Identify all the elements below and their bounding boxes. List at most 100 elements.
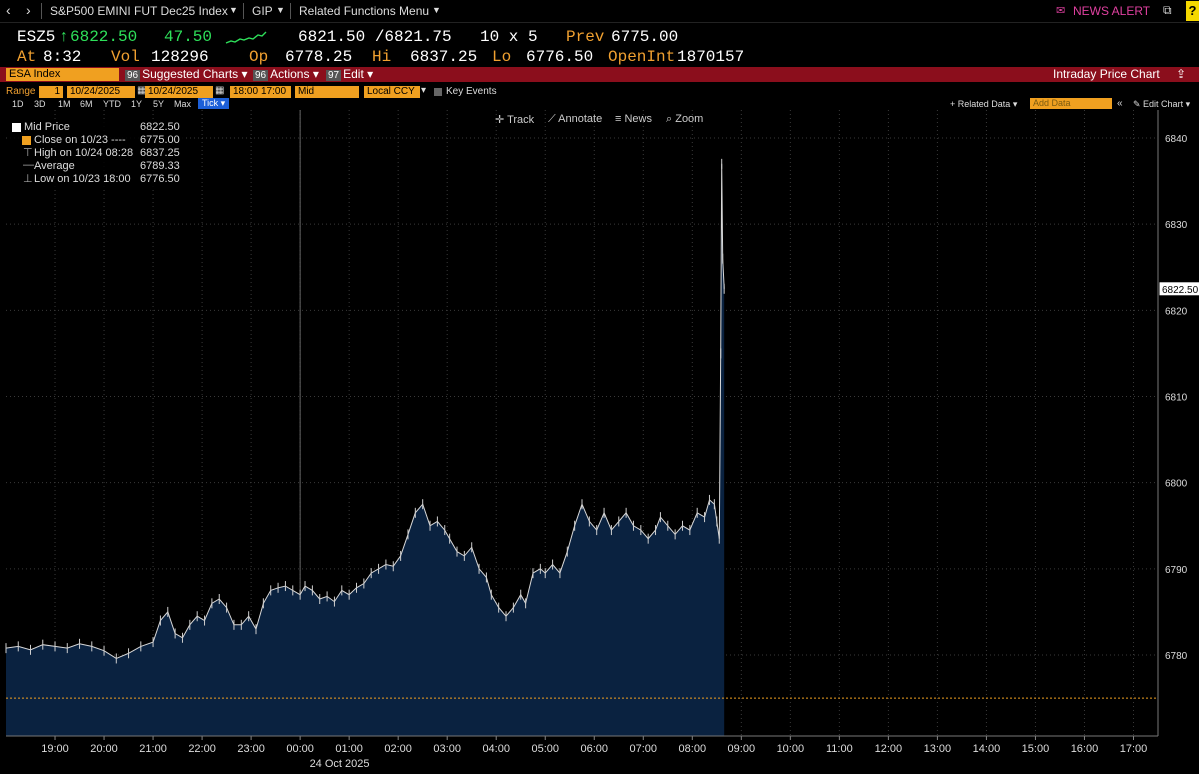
period-6m[interactable]: 6M bbox=[80, 99, 93, 109]
help-icon[interactable]: ? bbox=[1186, 1, 1199, 21]
at-time: 8:32 bbox=[43, 48, 82, 66]
range-count-input[interactable]: 1 bbox=[39, 86, 63, 98]
chevron-down-icon[interactable]: ▼ bbox=[276, 5, 285, 15]
end-time-input[interactable]: 17:00 bbox=[258, 86, 291, 98]
range-label: Range bbox=[6, 86, 36, 97]
last-price-label: 6822.50 bbox=[1162, 285, 1199, 296]
envelope-icon[interactable]: ✉ bbox=[1056, 5, 1066, 17]
y-tick-label: 6840 bbox=[1165, 134, 1188, 145]
x-date-label: 24 Oct 2025 bbox=[310, 758, 370, 770]
x-tick-label: 13:00 bbox=[924, 743, 952, 755]
x-tick-label: 22:00 bbox=[188, 743, 216, 755]
actions-menu[interactable]: 96 Actions ▾ bbox=[253, 67, 319, 81]
x-tick-label: 00:00 bbox=[286, 743, 314, 755]
x-tick-label: 10:00 bbox=[777, 743, 805, 755]
x-tick-label: 02:00 bbox=[384, 743, 412, 755]
security-input[interactable]: ESA Index bbox=[6, 68, 119, 81]
x-tick-label: 08:00 bbox=[679, 743, 707, 755]
related-functions-menu[interactable]: Related Functions Menu bbox=[299, 4, 430, 18]
period-1y[interactable]: 1Y bbox=[131, 99, 143, 109]
zoom-button[interactable]: ⌕ Zoom bbox=[666, 113, 704, 125]
prev-value: 6775.00 bbox=[611, 28, 679, 46]
price-series bbox=[5, 158, 1158, 737]
calendar-icon[interactable]: ▦ bbox=[137, 85, 147, 96]
function-bar: ESA Index 96 Suggested Charts ▾ 96 Actions… bbox=[0, 67, 1199, 82]
suggested-charts-menu[interactable]: 96 Suggested Charts ▾ bbox=[125, 67, 248, 81]
legend-item-close[interactable]: Close on 10/23 ---- bbox=[22, 134, 126, 146]
news-alert-button[interactable]: NEWS ALERT bbox=[1073, 4, 1151, 18]
security-title[interactable]: S&P500 EMINI FUT Dec25 Index bbox=[50, 4, 228, 18]
up-arrow-icon: ↑ bbox=[59, 28, 69, 46]
last-price-tag bbox=[1158, 281, 1199, 297]
end-date-input[interactable]: 10/24/2025 bbox=[145, 86, 213, 98]
x-tick-label: 05:00 bbox=[531, 743, 559, 755]
x-tick-label: 09:00 bbox=[728, 743, 756, 755]
start-date-input[interactable]: 10/24/2025 bbox=[67, 86, 135, 98]
window-options-icon[interactable]: ⧉ bbox=[1163, 3, 1172, 17]
x-tick-label: 19:00 bbox=[41, 743, 69, 755]
track-button[interactable]: ✛ Track bbox=[495, 114, 535, 126]
back-arrow-icon[interactable]: ‹ bbox=[6, 2, 11, 18]
prev-label: Prev bbox=[566, 28, 605, 46]
legend-value: 6776.50 bbox=[140, 173, 180, 185]
legend-value: 6837.25 bbox=[140, 147, 180, 159]
legend-item-average[interactable]: — Average bbox=[23, 159, 75, 172]
tick-select[interactable]: Tick ▾ bbox=[198, 98, 230, 109]
annotate-button[interactable]: ⟋ Annotate bbox=[548, 113, 603, 125]
period-5y[interactable]: 5Y bbox=[153, 99, 165, 109]
x-tick-label: 04:00 bbox=[482, 743, 510, 755]
legend-item-low[interactable]: ⊥ Low on 10/23 18:00 bbox=[23, 173, 131, 185]
legend-value: 6775.00 bbox=[140, 134, 180, 146]
share-icon[interactable]: ⇪ bbox=[1176, 67, 1187, 81]
x-tick-label: 23:00 bbox=[237, 743, 265, 755]
sparkline-icon bbox=[225, 31, 267, 44]
x-tick-label: 06:00 bbox=[580, 743, 608, 755]
forward-arrow-icon[interactable]: › bbox=[26, 2, 31, 18]
x-tick-label: 17:00 bbox=[1120, 743, 1148, 755]
period-1d[interactable]: 1D bbox=[12, 99, 24, 109]
openint-label: OpenInt bbox=[608, 48, 676, 66]
x-tick-label: 11:00 bbox=[826, 743, 853, 755]
period-1m[interactable]: 1M bbox=[58, 99, 71, 109]
x-tick-label: 03:00 bbox=[433, 743, 461, 755]
price-line bbox=[5, 163, 725, 659]
x-tick-label: 20:00 bbox=[90, 743, 118, 755]
vol-value: 128296 bbox=[151, 48, 209, 66]
edit-menu[interactable]: 97 Edit ▾ bbox=[326, 67, 374, 81]
period-max[interactable]: Max bbox=[174, 99, 192, 109]
related-data-menu[interactable]: + Related Data ▾ bbox=[950, 99, 1018, 109]
key-events-checkbox[interactable] bbox=[434, 88, 442, 96]
currency-select[interactable]: Local CCY bbox=[364, 86, 420, 98]
legend-item-mid[interactable]: Mid Price bbox=[12, 121, 70, 133]
ticker: ESZ5 bbox=[17, 28, 56, 46]
add-data-input[interactable]: Add Data bbox=[1030, 98, 1112, 109]
edit-chart-button[interactable]: ✎ Edit Chart ▾ bbox=[1133, 99, 1191, 109]
chart-legend: Mid Price 6822.50 Close on 10/23 ---- 67… bbox=[10, 119, 183, 189]
news-button[interactable]: ≡ News bbox=[615, 113, 652, 125]
gip-function[interactable]: GIP bbox=[252, 4, 273, 18]
period-3d[interactable]: 3D bbox=[34, 99, 46, 109]
chevron-down-icon[interactable]: ▼ bbox=[432, 5, 441, 15]
field-select[interactable]: Mid bbox=[295, 86, 359, 98]
chevron-down-icon[interactable]: ▼ bbox=[229, 5, 238, 15]
net-change: 47.50 bbox=[164, 28, 213, 46]
legend-item-high[interactable]: ⊤ High on 10/24 08:28 bbox=[23, 147, 134, 159]
chart-axes: 6780 6790 6800 6810 6820 6830 6840 19:00 20:00 21… bbox=[6, 110, 1199, 770]
divider bbox=[290, 3, 291, 19]
at-label: At bbox=[17, 48, 37, 66]
divider bbox=[243, 3, 244, 19]
price-chart[interactable]: 6780 6790 6800 6810 6820 6830 6840 19:00 20:00 21… bbox=[0, 110, 1199, 774]
collapse-icon[interactable]: « bbox=[1117, 98, 1123, 109]
x-tick-label: 07:00 bbox=[630, 743, 658, 755]
divider bbox=[41, 3, 42, 19]
chevron-down-icon[interactable]: ▾ bbox=[421, 85, 427, 96]
start-time-input[interactable]: 18:00 bbox=[230, 86, 260, 98]
openint-value: 1870157 bbox=[677, 48, 745, 66]
calendar-icon[interactable]: ▦ bbox=[215, 85, 225, 96]
y-tick-label: 6800 bbox=[1165, 479, 1188, 490]
high-value: 6837.25 bbox=[410, 48, 478, 66]
vol-label: Vol bbox=[111, 48, 140, 66]
legend-swatch bbox=[12, 123, 21, 132]
period-ytd[interactable]: YTD bbox=[103, 99, 121, 109]
high-label: Hi bbox=[372, 48, 392, 66]
